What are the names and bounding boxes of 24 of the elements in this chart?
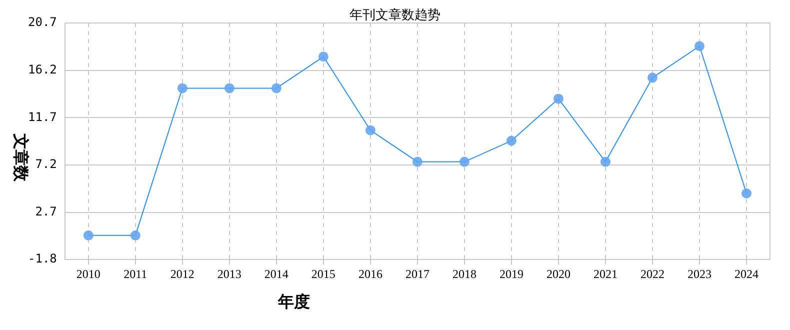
y-tick-label: -1.8: [28, 252, 57, 266]
x-tick-label: 2012: [170, 266, 194, 281]
y-axis-title: 文章数: [10, 132, 30, 184]
x-tick-label: 2020: [546, 266, 570, 281]
x-tick-label: 2016: [358, 266, 382, 281]
x-tick-label: 2011: [124, 266, 148, 281]
x-tick-label: 2014: [264, 266, 288, 281]
y-tick-label: 7.2: [35, 157, 57, 172]
x-axis-title: 年度: [278, 292, 310, 313]
y-tick-label: 2.7: [35, 204, 57, 218]
x-tick-label: 2010: [76, 266, 100, 281]
chart-title: 年刊文章数趋势: [350, 7, 440, 22]
x-tick-label: 2015: [311, 266, 336, 281]
y-tick-label: 11.7: [28, 110, 57, 124]
x-tick-label: 2018: [452, 266, 476, 281]
x-tick-label: 2017: [405, 266, 430, 281]
x-tick-label: 2022: [640, 266, 664, 281]
y-tick-label: 16.2: [28, 62, 57, 76]
x-tick-label: 2019: [499, 266, 524, 281]
x-tick-label: 2024: [734, 266, 758, 281]
x-tick-label: 2023: [687, 266, 712, 281]
y-tick-label: 20.7: [28, 15, 57, 30]
x-tick-label: 2021: [593, 266, 618, 281]
x-tick-label: 2013: [217, 266, 242, 281]
